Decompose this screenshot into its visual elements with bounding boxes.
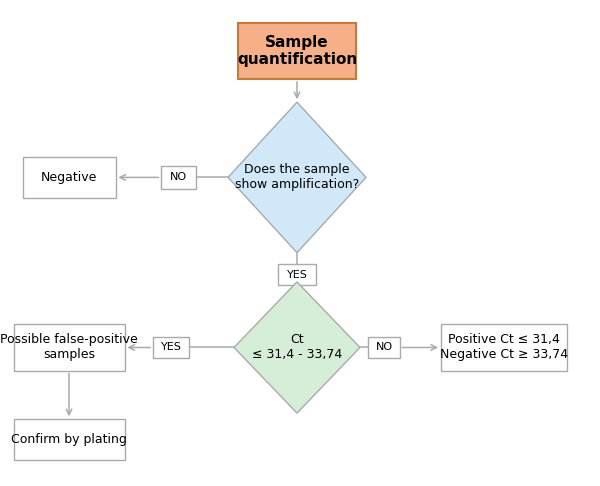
Text: NO: NO [170, 173, 187, 182]
Text: Does the sample
show amplification?: Does the sample show amplification? [235, 163, 359, 191]
FancyBboxPatch shape [441, 325, 567, 370]
FancyBboxPatch shape [14, 325, 125, 370]
Text: Negative: Negative [41, 171, 97, 184]
Polygon shape [234, 282, 360, 413]
Polygon shape [228, 102, 366, 253]
Text: Sample
quantification: Sample quantification [237, 35, 357, 67]
Text: Ct
≤ 31,4 - 33,74: Ct ≤ 31,4 - 33,74 [252, 333, 342, 362]
Text: Possible false-positive
samples: Possible false-positive samples [0, 333, 138, 362]
FancyBboxPatch shape [368, 337, 400, 358]
FancyBboxPatch shape [278, 264, 316, 285]
Text: Confirm by plating: Confirm by plating [11, 434, 127, 446]
Text: Positive Ct ≤ 31,4
Negative Ct ≥ 33,74: Positive Ct ≤ 31,4 Negative Ct ≥ 33,74 [440, 333, 568, 362]
Text: YES: YES [161, 343, 181, 352]
Text: YES: YES [287, 270, 307, 279]
FancyBboxPatch shape [153, 337, 189, 358]
FancyBboxPatch shape [14, 419, 125, 461]
FancyBboxPatch shape [238, 23, 355, 79]
FancyBboxPatch shape [161, 166, 196, 189]
Text: NO: NO [376, 343, 392, 352]
FancyBboxPatch shape [23, 156, 115, 198]
